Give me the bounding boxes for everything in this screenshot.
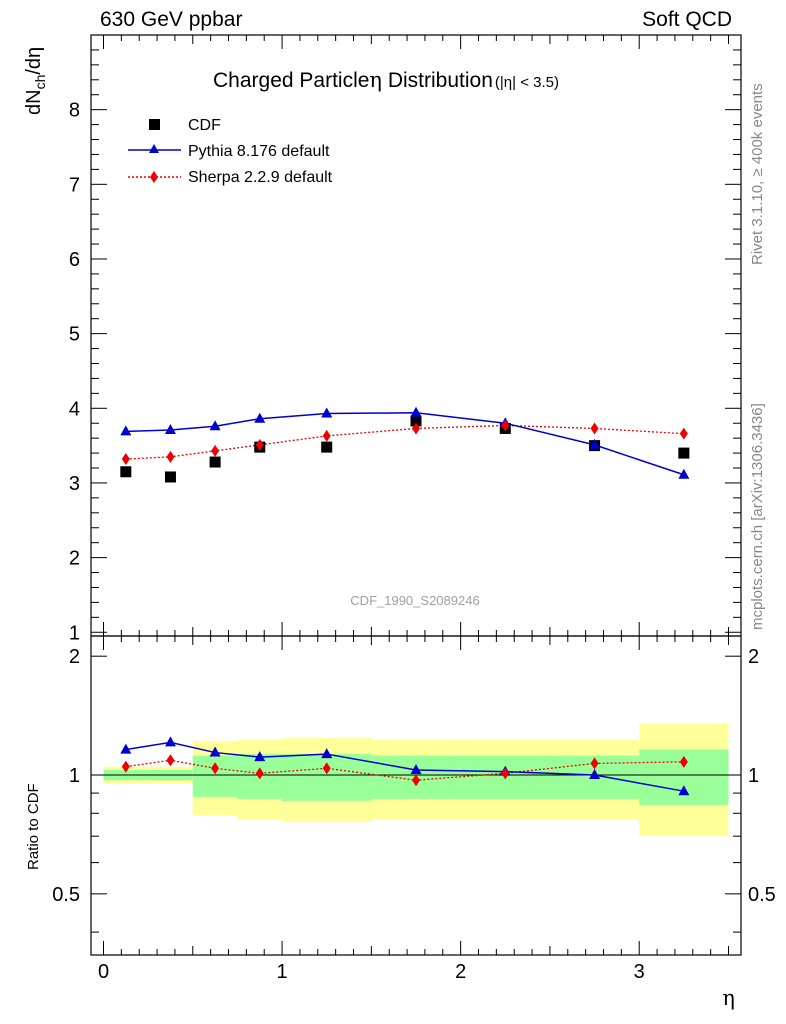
legend-label-sherpa: Sherpa 2.2.9 default	[188, 169, 333, 186]
ratio-line-sherpa	[125, 759, 684, 781]
series-line-sherpa	[125, 424, 684, 460]
y-tick-label-main: 5	[69, 324, 80, 346]
legend-label-pythia: Pythia 8.176 default	[188, 143, 330, 160]
point-sherpa	[255, 438, 264, 451]
band-inner-4	[282, 754, 372, 801]
y-tick-label-main: 1	[69, 622, 80, 644]
legend-marker-cdf	[149, 119, 160, 130]
point-sherpa	[501, 419, 510, 432]
header-right: Soft QCD	[642, 8, 732, 31]
point-cdf	[321, 441, 333, 453]
y-tick-label-main: 4	[69, 398, 80, 420]
point-sherpa	[590, 422, 599, 435]
point-sherpa	[322, 429, 331, 442]
series-line-pythia	[125, 412, 685, 476]
title-eta: η	[369, 68, 382, 92]
y-tick-label-ratio-right: 0.5	[748, 884, 776, 906]
mcplots-reference-text: mcplots.cern.ch [arXiv:1306.3436]	[749, 403, 766, 630]
y-tick-label-ratio-right: 1	[748, 765, 759, 787]
y-tick-label-main: 2	[69, 548, 80, 570]
band-inner-2	[192, 755, 238, 797]
x-tick-label: 3	[634, 961, 645, 983]
ylabel-sub-text: ch	[32, 75, 48, 90]
point-cdf	[120, 466, 132, 478]
ratio-point-pythia	[678, 785, 690, 796]
y-tick-label-main: 6	[69, 249, 80, 271]
point-pythia	[120, 425, 132, 436]
point-pythia	[254, 412, 266, 423]
ratio-point-sherpa	[590, 757, 599, 770]
title-cut: (|η| < 3.5)	[495, 74, 559, 91]
point-cdf	[678, 447, 690, 459]
ylabel-tail-text: /dη	[23, 47, 45, 75]
ratio-point-pythia	[589, 769, 601, 780]
point-cdf	[164, 471, 176, 483]
point-cdf	[209, 456, 221, 468]
point-pythia	[209, 420, 221, 431]
point-sherpa	[211, 444, 220, 457]
point-sherpa	[679, 427, 688, 440]
ratio-point-pythia	[120, 743, 132, 754]
ratio-frame	[90, 635, 742, 956]
x-tick-label: 2	[455, 961, 466, 983]
y-tick-label-ratio: 0.5	[52, 884, 80, 906]
analysis-id: CDF_1990_S2089246	[350, 593, 479, 608]
point-pythia	[410, 406, 422, 417]
legend-label-cdf: CDF	[188, 117, 221, 134]
y-axis-label-ratio: Ratio to CDF	[25, 783, 42, 870]
title-suffix: Distribution	[382, 69, 493, 92]
point-sherpa	[121, 453, 130, 466]
header-left: 630 GeV ppbar	[100, 8, 243, 31]
point-pythia	[678, 468, 690, 479]
ylabel-main-text: dN	[23, 89, 45, 115]
point-sherpa	[412, 422, 420, 435]
y-tick-label-ratio: 2	[69, 646, 80, 668]
ratio-point-sherpa	[412, 774, 420, 787]
ratio-point-sherpa	[166, 754, 175, 767]
x-axis-label: η	[722, 986, 735, 1010]
point-sherpa	[166, 450, 175, 463]
rivet-version-text: Rivet 3.1.10, ≥ 400k events	[749, 83, 766, 265]
ratio-point-pythia	[321, 748, 333, 759]
ratio-panel	[91, 736, 741, 796]
ratio-point-pythia	[164, 736, 176, 747]
y-tick-label-ratio: 1	[69, 765, 80, 787]
ratio-point-pythia	[209, 746, 221, 757]
y-tick-label-main: 7	[69, 174, 80, 196]
main-panel	[120, 406, 690, 483]
legend: CDF Pythia 8.176 default Sherpa 2.2.9 de…	[128, 117, 333, 186]
ratio-point-sherpa	[322, 762, 331, 775]
ratio-point-pythia	[254, 751, 266, 762]
y-tick-label-ratio-right: 2	[748, 646, 759, 668]
ratio-point-pythia	[410, 763, 422, 774]
x-tick-label: 1	[277, 961, 288, 983]
chart-title: Charged Particleη Distribution (|η| < 3.5…	[213, 68, 559, 92]
point-pythia	[589, 438, 601, 449]
legend-marker-sherpa	[150, 171, 158, 183]
ratio-point-sherpa	[121, 760, 130, 773]
ratio-point-sherpa	[679, 755, 688, 768]
legend-marker-pythia	[149, 144, 159, 153]
title-text: Charged Particle	[213, 69, 369, 92]
ratio-point-sherpa	[255, 767, 264, 780]
y-axis-label-main: dNch/dη	[23, 47, 48, 115]
ratio-point-sherpa	[501, 767, 510, 780]
point-pythia	[164, 423, 176, 434]
point-pythia	[321, 407, 333, 418]
ratio-point-sherpa	[211, 762, 220, 775]
x-tick-label: 0	[98, 961, 109, 983]
y-tick-label-main: 3	[69, 473, 80, 495]
y-tick-label-main: 8	[69, 100, 80, 122]
point-cdf	[410, 415, 422, 427]
